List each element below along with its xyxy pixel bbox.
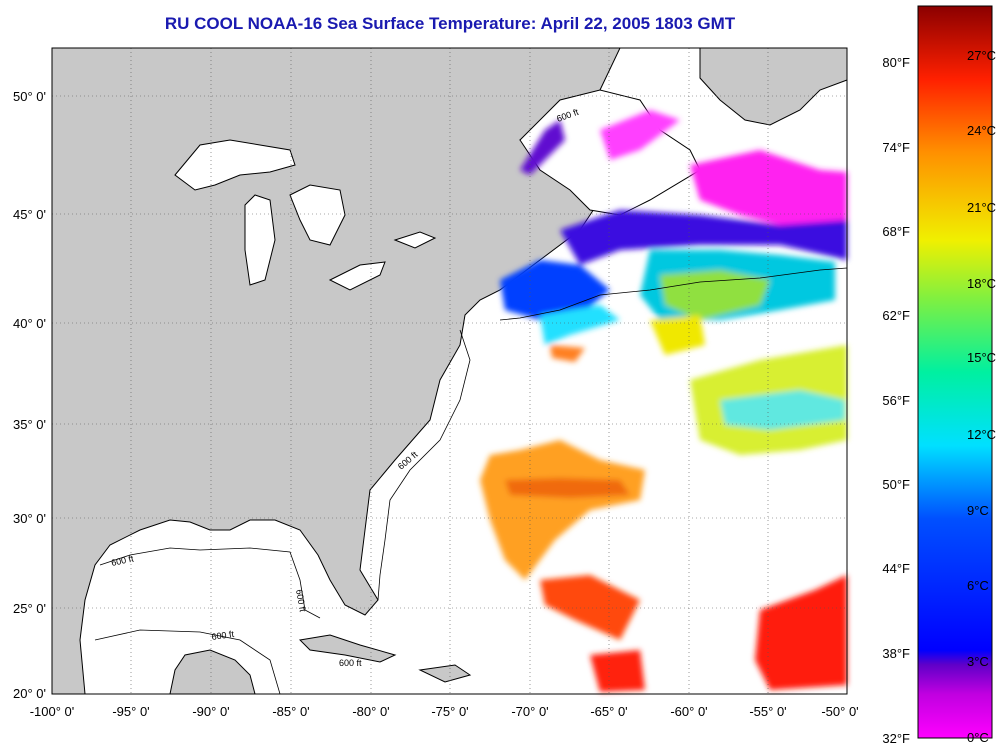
sst-patch-blue-gom (500, 260, 610, 320)
isobath-label-gulf-west: 600 ft (110, 553, 135, 568)
x-tick-label: -80° 0' (352, 704, 389, 719)
colorbar-c-label: 21°C (967, 200, 996, 215)
y-tick-label: 50° 0' (13, 89, 46, 104)
colorbar-celsius-labels: 27°C 24°C 21°C 18°C 15°C 12°C 9°C 6°C 3°… (967, 48, 996, 745)
sst-patch-yellow (650, 315, 705, 355)
x-tick-label: -50° 0' (821, 704, 858, 719)
x-tick-label: -65° 0' (590, 704, 627, 719)
x-tick-label: -90° 0' (192, 704, 229, 719)
colorbar-c-label: 27°C (967, 48, 996, 63)
y-axis-ticks: 50° 0' 45° 0' 40° 0' 35° 0' 30° 0' 25° 0… (13, 89, 46, 701)
colorbar-f-label: 68°F (882, 224, 910, 239)
colorbar-c-label: 12°C (967, 427, 996, 442)
colorbar-f-label: 44°F (882, 561, 910, 576)
y-tick-label: 45° 0' (13, 207, 46, 222)
colorbar-f-label: 62°F (882, 308, 910, 323)
sst-patch-violet (560, 210, 847, 265)
y-tick-label: 30° 0' (13, 511, 46, 526)
y-tick-label: 25° 0' (13, 601, 46, 616)
colorbar-c-label: 18°C (967, 276, 996, 291)
x-axis-ticks: -100° 0' -95° 0' -90° 0' -85° 0' -80° 0'… (30, 704, 859, 719)
x-tick-label: -95° 0' (112, 704, 149, 719)
sst-patch-red-small (590, 650, 645, 692)
x-tick-label: -75° 0' (431, 704, 468, 719)
sst-patch-orange-south (540, 575, 640, 640)
colorbar-c-label: 15°C (967, 350, 996, 365)
colorbar-f-label: 50°F (882, 477, 910, 492)
y-tick-label: 40° 0' (13, 316, 46, 331)
graticule (52, 48, 847, 694)
colorbar-c-label: 9°C (967, 503, 989, 518)
isobath-label-yucatan: 600 ft (211, 629, 235, 642)
colorbar-f-label: 80°F (882, 55, 910, 70)
sst-patch-gulf-stream-core (505, 478, 630, 498)
x-tick-label: -55° 0' (749, 704, 786, 719)
sst-patch-green-slope (660, 270, 770, 320)
great-lakes (174, 139, 437, 291)
map-title: RU COOL NOAA-16 Sea Surface Temperature:… (164, 14, 736, 33)
colorbar-f-label: 74°F (882, 140, 910, 155)
colorbar-f-label: 56°F (882, 393, 910, 408)
sst-patch-red-southeast (755, 575, 847, 690)
colorbar (917, 5, 993, 739)
colorbar-c-label: 6°C (967, 578, 989, 593)
x-tick-label: -70° 0' (511, 704, 548, 719)
colorbar-c-label: 0°C (967, 730, 989, 745)
colorbar-c-label: 3°C (967, 654, 989, 669)
colorbar-f-label: 38°F (882, 646, 910, 661)
isobath-label-cuba: 600 ft (339, 658, 362, 668)
sst-patch-orange-sargasso (480, 440, 645, 580)
sst-patch-orange-small (550, 345, 585, 362)
y-tick-label: 35° 0' (13, 417, 46, 432)
sst-patch-magenta-gulf (600, 110, 680, 160)
x-tick-label: -85° 0' (272, 704, 309, 719)
map-border (51, 47, 848, 695)
x-tick-label: -60° 0' (670, 704, 707, 719)
colorbar-c-label: 24°C (967, 123, 996, 138)
sst-patch-teal-streak (720, 390, 845, 430)
y-tick-label: 20° 0' (13, 686, 46, 701)
sst-patches (480, 110, 847, 692)
sst-patch-purple-st-lawrence (520, 120, 565, 175)
colorbar-f-label: 32°F (882, 731, 910, 746)
sst-patch-magenta-north (690, 150, 847, 230)
sst-patch-cyan-mab (540, 305, 620, 345)
x-tick-label: -100° 0' (30, 704, 75, 719)
isobath-600ft (94, 267, 848, 695)
colorbar-fahrenheit-labels: 80°F 74°F 68°F 62°F 56°F 50°F 44°F 38°F … (882, 55, 910, 746)
isobath-label-florida: 600 ft (294, 589, 308, 613)
